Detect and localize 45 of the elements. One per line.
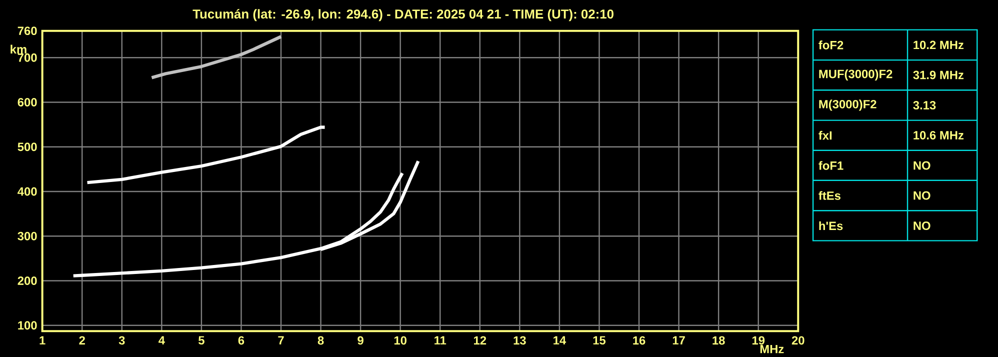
y-tick-label: 760: [18, 26, 37, 36]
y-tick-label: 100: [18, 321, 37, 330]
x-tick-label: 9: [358, 336, 364, 345]
text: h'Es: [819, 221, 843, 230]
x-tick-label: 15: [593, 336, 606, 345]
x-tick-label: 7: [278, 336, 284, 344]
x-tick-label: 20: [792, 336, 804, 345]
x-tick-label: 16: [633, 336, 646, 345]
text: foF2: [818, 40, 844, 50]
x-tick-label: 10: [394, 336, 406, 345]
x-tick-label: 2: [79, 336, 85, 345]
text: foF1: [818, 161, 844, 170]
y-tick-label: 200: [18, 276, 37, 285]
x-tick-label: 12: [474, 336, 486, 345]
text: fxI: [818, 130, 832, 140]
text: NO: [914, 222, 930, 230]
chart-title: Tucumán (lat: -26.9, lon: 294.6) - DATE: 2025 04 21 - TIME (UT): 02:10: [192, 9, 614, 22]
x-tick-label: 3: [118, 336, 125, 345]
y-tick-label: 500: [18, 142, 37, 152]
text: MUF(3000)F2: [819, 69, 892, 81]
x-tick-label: 5: [198, 336, 204, 345]
x-axis-title: MHz: [760, 344, 784, 354]
y-axis-title: km: [10, 44, 26, 54]
x-tick-label: 18: [712, 336, 725, 345]
y-tick-label: 700: [18, 53, 37, 62]
text: 3.13: [913, 100, 936, 110]
x-tick-label: 19: [752, 336, 765, 345]
text: 10.2 MHz: [914, 40, 964, 50]
x-tick-label: 13: [514, 336, 526, 345]
x-tick-label: 4: [158, 336, 165, 344]
text: NO: [914, 191, 930, 200]
x-tick-label: 11: [434, 336, 446, 344]
x-tick-label: 17: [672, 336, 685, 344]
text: M(3000)F2: [819, 100, 876, 111]
y-tick-label: 300: [18, 232, 37, 240]
text: 31.9 MHz: [913, 70, 964, 80]
x-tick-label: 1: [40, 336, 46, 344]
text: 10.6 MHz: [914, 131, 964, 140]
x-tick-label: 8: [318, 336, 324, 345]
text: ftEs: [818, 191, 840, 200]
y-tick-label: 600: [18, 98, 37, 106]
text: NO: [914, 161, 930, 170]
x-tick-label: 14: [554, 336, 566, 344]
x-tick-label: 6: [238, 336, 244, 345]
y-tick-label: 400: [18, 187, 37, 196]
